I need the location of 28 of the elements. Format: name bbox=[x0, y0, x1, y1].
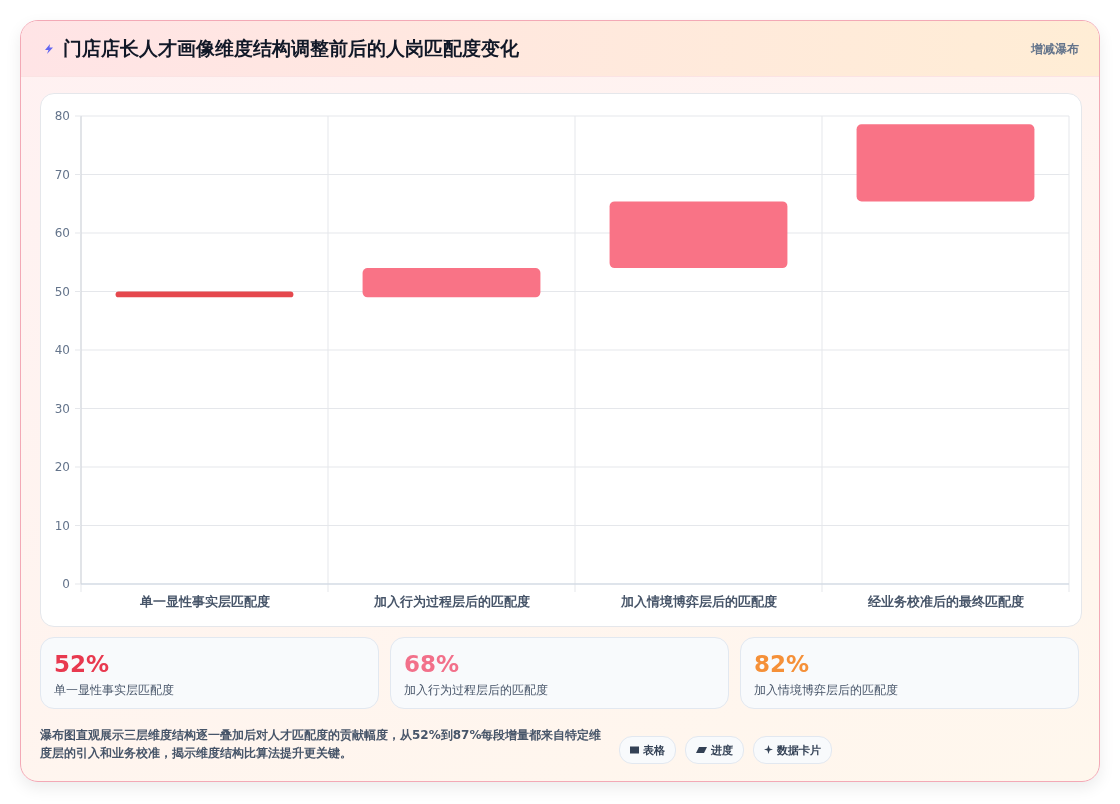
text: 表格 bbox=[643, 742, 665, 758]
text: 增减瀑布 bbox=[1031, 42, 1079, 56]
text: 进度 bbox=[711, 742, 733, 758]
y-tick-label: 30 bbox=[54, 401, 70, 416]
x-tick-label: 加入情境博弈层后的匹配度 bbox=[619, 594, 777, 610]
bar bbox=[856, 124, 1035, 202]
y-tick-label: 0 bbox=[62, 577, 70, 592]
text: 瀑布图直观展示三层维度结构逐一叠加后对人才匹配度的贡献幅度，从52%到87%每段增量都来自特定维度层的引入和业务校准，揭示维度结构比算法提升更关键。 bbox=[40, 728, 602, 760]
y-tick-label: 40 bbox=[54, 343, 70, 358]
x-tick-label: 单一显性事实层匹配度 bbox=[138, 594, 270, 610]
y-tick-label: 50 bbox=[54, 284, 70, 299]
y-tick-label: 80 bbox=[54, 109, 70, 124]
text: 52% bbox=[54, 651, 110, 677]
y-tick-label: 60 bbox=[54, 226, 70, 241]
chart-title: 门店店长人才画像维度结构调整前后的人岗匹配度变化 bbox=[63, 37, 519, 59]
text: 68% bbox=[404, 651, 460, 677]
bar bbox=[609, 201, 788, 269]
bar bbox=[362, 268, 541, 298]
text: 82% bbox=[754, 651, 810, 677]
y-tick-label: 10 bbox=[54, 518, 70, 533]
text: 加入行为过程层后的匹配度 bbox=[404, 683, 548, 697]
y-tick-label: 70 bbox=[54, 167, 70, 182]
text: 单一显性事实层匹配度 bbox=[54, 683, 174, 697]
y-tick-label: 20 bbox=[54, 460, 70, 475]
text: 加入情境博弈层后的匹配度 bbox=[754, 683, 898, 697]
x-tick-label: 加入行为过程层后的匹配度 bbox=[372, 594, 530, 610]
text: 数据卡片 bbox=[777, 742, 821, 758]
x-tick-label: 经业务校准后的最终匹配度 bbox=[866, 594, 1024, 610]
